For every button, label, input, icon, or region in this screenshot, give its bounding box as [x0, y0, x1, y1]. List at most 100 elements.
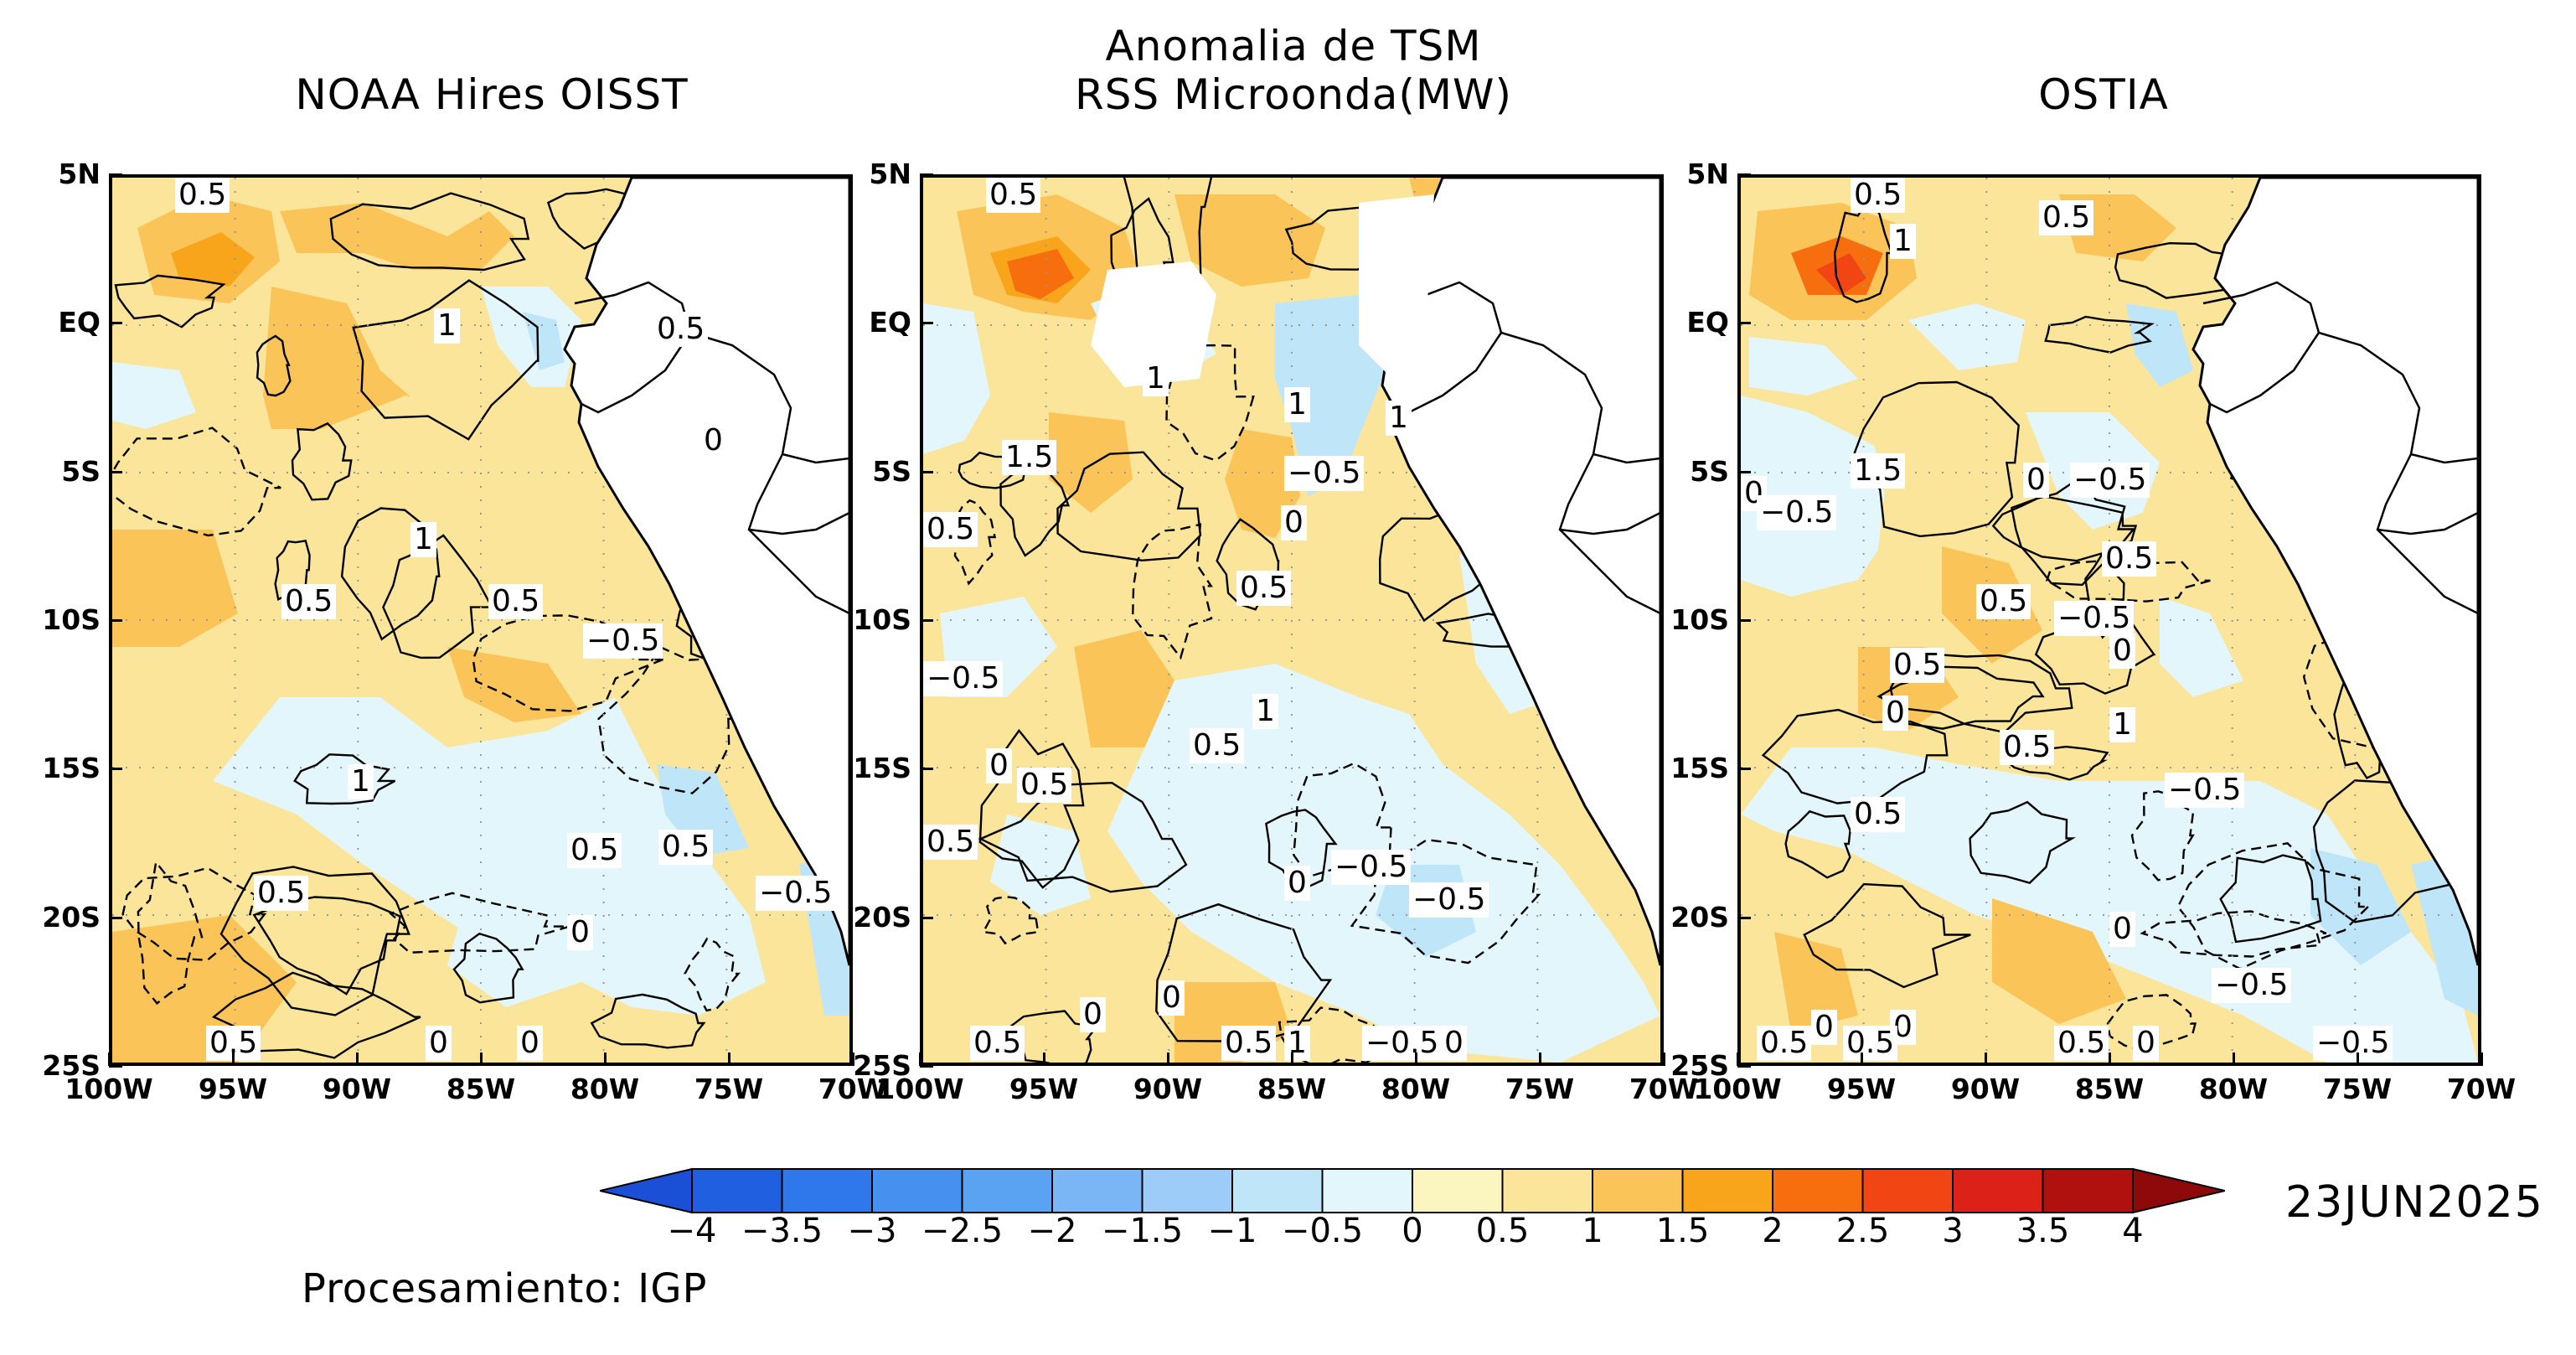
isoline: [1784, 809, 1851, 879]
lon-label: 75W: [1505, 1073, 1575, 1105]
colorbar: [600, 1167, 2225, 1214]
contour-label: 0: [700, 423, 726, 458]
tick-mark: [232, 1052, 235, 1066]
anomaly-patch: [523, 312, 565, 370]
tick-mark: [728, 1052, 730, 1066]
isoline: [1877, 665, 2045, 730]
isoline: [1803, 882, 1971, 989]
colorbar-tick-label: 0: [1402, 1212, 1423, 1250]
tick-mark: [109, 916, 122, 919]
tick-mark: [108, 1052, 111, 1066]
contour-label: 0: [426, 1026, 452, 1061]
tick-mark: [920, 619, 933, 622]
colorbar-swatch: [2042, 1168, 2134, 1213]
lat-label: 15S: [42, 752, 101, 785]
anomaly-patch: [923, 303, 990, 454]
contour-label: 1: [1284, 1026, 1310, 1061]
country-border: [1593, 453, 1660, 464]
contour-label: 0.5: [1851, 178, 1906, 213]
land-mass: [2191, 178, 2478, 966]
missing-data-area: [1091, 261, 1216, 387]
lat-label: 20S: [1670, 900, 1729, 934]
tick-mark: [2357, 1052, 2359, 1066]
isoline: [112, 427, 281, 537]
tick-mark: [109, 1065, 122, 1068]
colorbar-tick-label: −0.5: [1281, 1212, 1364, 1250]
isoline: [256, 334, 292, 397]
lon-label: 75W: [694, 1073, 764, 1105]
lat-label: 5S: [61, 454, 101, 488]
contour-label: 0.5: [923, 825, 978, 860]
contour-label: 0: [2133, 1026, 2159, 1061]
tick-mark: [920, 470, 933, 473]
credit-label: Procesamiento: IGP: [302, 1265, 708, 1312]
map-panel-rss: 0.5 1 1 1 1.5 −0.5 0.5 0 0.5 −0.5 1 0.5 0 0.5 0.5 −0.5−…: [920, 174, 1664, 1066]
tick-mark: [109, 322, 122, 325]
isoline: [293, 753, 396, 805]
contour-label: −0.5: [756, 876, 836, 911]
colorbar-tick-label: −1: [1207, 1212, 1257, 1250]
isoline: [1761, 708, 1949, 804]
anomaly-patch: [112, 530, 238, 647]
contour-label: 0: [1811, 1010, 1837, 1045]
lat-label: EQ: [58, 306, 101, 339]
isoline: [452, 932, 524, 1004]
anomaly-patch: [447, 647, 581, 722]
colorbar-swatch: [1051, 1168, 1143, 1213]
isoline: [1155, 902, 1333, 1042]
tick-mark: [1737, 1052, 1739, 1066]
contour-label: 0.5: [986, 178, 1041, 213]
tick-mark: [480, 1052, 483, 1066]
lon-label: 70W: [1629, 1073, 1699, 1105]
main-title: Anomalia de TSM: [1105, 22, 1482, 70]
colorbar-tick-label: −2.5: [921, 1212, 1004, 1250]
lon-label: 85W: [1257, 1073, 1327, 1105]
contour-label: 0: [1080, 997, 1106, 1032]
contour-label: −0.5: [1757, 495, 1837, 530]
isoline: [382, 534, 494, 659]
contour-label: 0.5: [2102, 541, 2157, 577]
tick-mark: [1539, 1052, 1541, 1066]
map-panel-oisst: 0.5 1 0.5 0 1 0.5 0.5 −0.5 1 0.5 0.5 0.5 −0.5 0 0.5 0 0: [109, 174, 853, 1066]
tick-mark: [1737, 916, 1751, 919]
panel-title-ostia: OSTIA: [2038, 70, 2169, 119]
colorbar-tick-label: 1: [1582, 1212, 1603, 1250]
country-border: [748, 511, 849, 535]
contour-label: 0.5: [1851, 797, 1906, 832]
tick-mark: [109, 173, 122, 176]
contour-label: 0.5: [970, 1026, 1025, 1061]
contour-label: −0.5: [1409, 882, 1489, 918]
isoline: [684, 937, 741, 1012]
map-canvas: [923, 178, 1660, 1063]
anomaly-patch: [990, 815, 1091, 915]
map-canvas: [112, 178, 849, 1063]
lat-label: 15S: [853, 752, 911, 785]
lon-label: 90W: [1133, 1073, 1203, 1105]
tick-mark: [1985, 1052, 1987, 1066]
anomaly-patch: [112, 396, 657, 764]
tick-mark: [920, 1065, 933, 1068]
anomaly-patch: [1774, 932, 1858, 1032]
country-border: [1559, 511, 1660, 535]
country-border: [689, 331, 849, 615]
lat-label: 20S: [42, 900, 101, 934]
colorbar-swatch: [1501, 1168, 1593, 1213]
contour-label: −0.5: [1362, 1026, 1443, 1061]
colorbar-tick-label: 4: [2122, 1212, 2144, 1250]
colorbar-swatch: [1772, 1168, 1864, 1213]
anomaly-patch: [112, 362, 196, 429]
lat-label: 5N: [58, 158, 101, 190]
contour-label: 0: [567, 915, 593, 950]
panel-title-oisst: NOAA Hires OISST: [295, 70, 689, 119]
colorbar-tick-label: 3.5: [2016, 1212, 2070, 1250]
isoline: [2176, 842, 2371, 970]
contour-label: 0.5: [1190, 728, 1245, 763]
lon-label: 100W: [875, 1073, 964, 1105]
contour-label: 0: [517, 1026, 543, 1061]
tick-mark: [920, 916, 933, 919]
anomaly-patch: [1174, 194, 1325, 287]
contour-label: 0.5: [1976, 584, 2031, 619]
contour-label: 0: [1441, 1026, 1467, 1061]
tick-mark: [2480, 1052, 2483, 1066]
contour-label: 0: [2109, 634, 2135, 669]
